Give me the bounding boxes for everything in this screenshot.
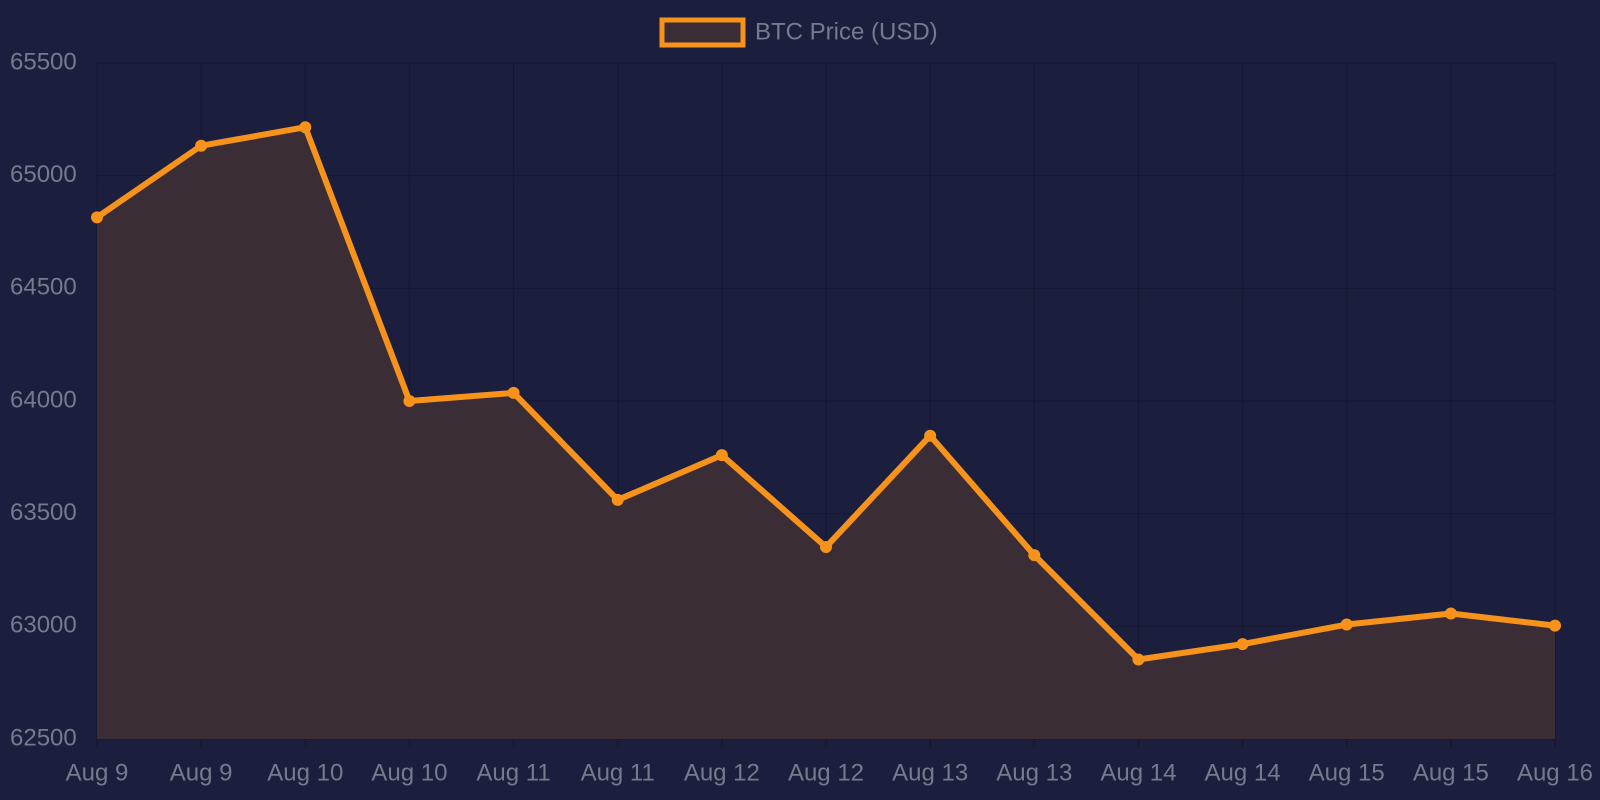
point (195, 139, 208, 152)
point (1028, 549, 1041, 562)
x-tick-label: Aug 12 (684, 759, 760, 786)
point (1236, 638, 1249, 651)
legend-label: BTC Price (USD) (755, 18, 938, 45)
x-tick-label: Aug 15 (1413, 759, 1489, 786)
x-tick-label: Aug 11 (581, 759, 655, 786)
y-tick-label: 65000 (10, 161, 77, 188)
point (715, 449, 728, 462)
y-tick-label: 65500 (10, 48, 77, 75)
point (1549, 619, 1561, 632)
y-tick-label: 64500 (10, 274, 77, 301)
point (507, 386, 520, 399)
x-tick-label: Aug 9 (66, 759, 129, 786)
point (924, 429, 937, 442)
y-tick-label: 63000 (10, 612, 77, 639)
x-tick-label: Aug 16 (1517, 759, 1593, 786)
x-tick-label: Aug 12 (788, 759, 864, 786)
point (1340, 618, 1353, 631)
legend-swatch (659, 17, 746, 48)
x-tick-label: Aug 14 (1205, 759, 1281, 786)
point (1444, 607, 1457, 620)
x-tick-label: Aug 13 (892, 759, 968, 786)
y-tick-label: 63500 (10, 499, 77, 526)
x-tick-label: Aug 11 (476, 759, 550, 786)
point (403, 395, 416, 407)
y-tick-label: 64000 (10, 386, 77, 413)
x-tick-label: Aug 9 (170, 759, 233, 786)
x-tick-label: Aug 10 (371, 759, 447, 786)
x-tick-label: Aug 15 (1309, 759, 1385, 786)
point (611, 493, 624, 506)
point (91, 211, 103, 224)
y-tick-label: 62500 (10, 724, 77, 751)
x-tick-label: Aug 14 (1100, 759, 1176, 786)
x-tick-label: Aug 10 (267, 759, 343, 786)
point (299, 121, 312, 134)
x-tick-label: Aug 13 (996, 759, 1072, 786)
point (820, 541, 832, 554)
point (1132, 653, 1145, 666)
area (97, 127, 1555, 740)
